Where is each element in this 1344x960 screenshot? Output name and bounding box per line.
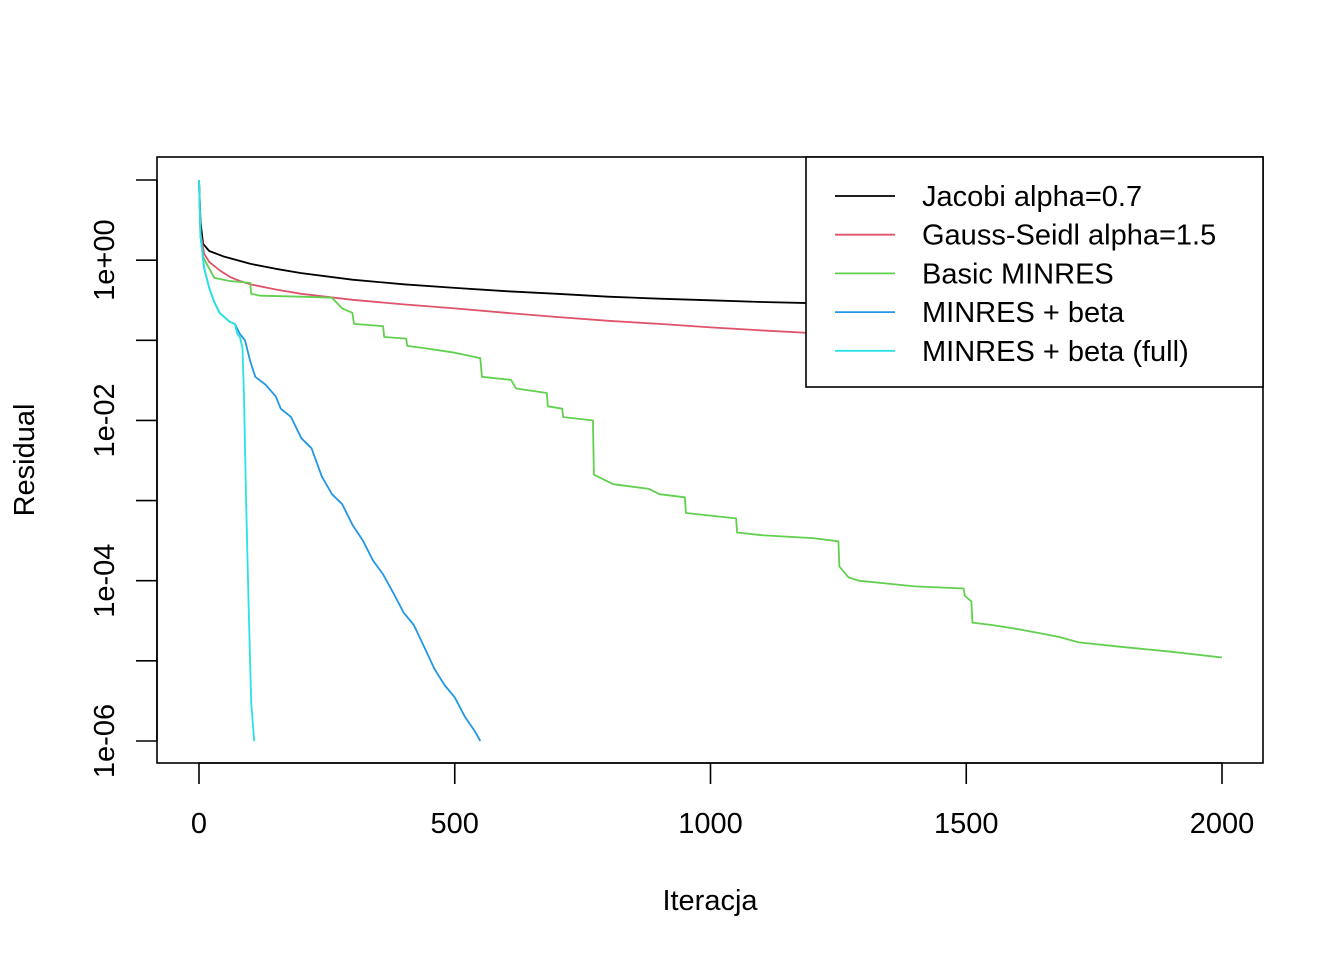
legend-label: Basic MINRES (922, 258, 1114, 290)
y-axis: 1e+00 1e-02 1e-04 1e-06 (89, 179, 158, 778)
x-axis-label: Iteracja (662, 885, 758, 917)
series-line-1 (198, 179, 813, 305)
series-line-5 (198, 179, 256, 742)
series-line-2 (198, 179, 854, 337)
y-tick-label: 1e-02 (89, 383, 121, 457)
y-axis-label: Residual (9, 404, 41, 517)
legend-label: MINRES + beta (full) (922, 336, 1189, 368)
legend-label: MINRES + beta (922, 297, 1125, 329)
x-tick-label: 1000 (678, 808, 743, 840)
series-line-4 (198, 179, 482, 742)
series-layer (198, 179, 1223, 742)
legend-label: Gauss-Seidl alpha=1.5 (922, 220, 1216, 252)
legend: Jacobi alpha=0.7 Gauss-Seidl alpha=1.5 Bas… (805, 156, 1264, 388)
legend-label: Jacobi alpha=0.7 (922, 181, 1142, 213)
x-axis: 0 500 1000 1500 2000 (191, 762, 1255, 840)
x-tick-label: 2000 (1190, 808, 1255, 840)
y-tick-label: 1e-06 (89, 704, 121, 778)
series-line-3 (198, 179, 1223, 659)
x-tick-label: 0 (191, 808, 207, 840)
x-tick-label: 500 (431, 808, 479, 840)
y-tick-label: 1e+00 (89, 219, 121, 300)
y-tick-label: 1e-04 (89, 544, 121, 618)
x-tick-label: 1500 (934, 808, 999, 840)
